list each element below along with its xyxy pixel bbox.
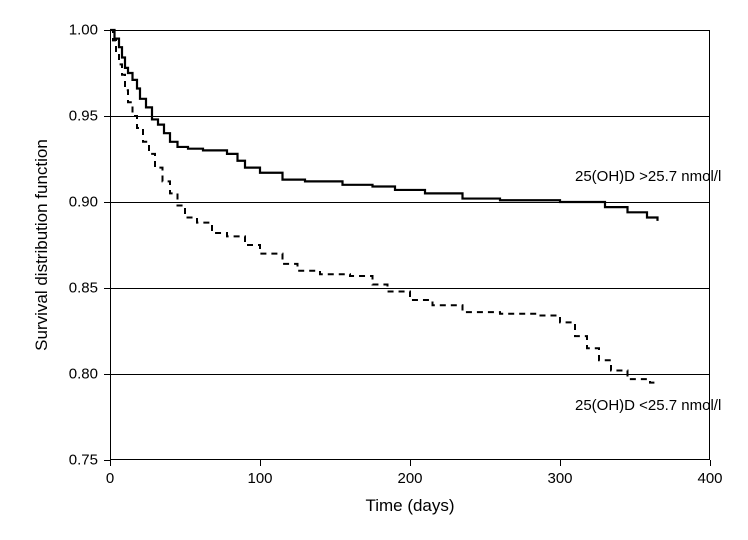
series-label-high: 25(OH)D >25.7 nmol/l	[575, 168, 721, 185]
x-axis-label: Time (days)	[365, 496, 454, 516]
y-axis-label: Survival distribution function	[32, 139, 52, 351]
series-low	[110, 30, 658, 384]
plot-svg	[0, 0, 748, 540]
series-high	[110, 30, 658, 221]
survival-chart: 0100200300400 0.750.800.850.900.951.00 S…	[0, 0, 748, 540]
series-label-low: 25(OH)D <25.7 nmol/l	[575, 397, 721, 414]
